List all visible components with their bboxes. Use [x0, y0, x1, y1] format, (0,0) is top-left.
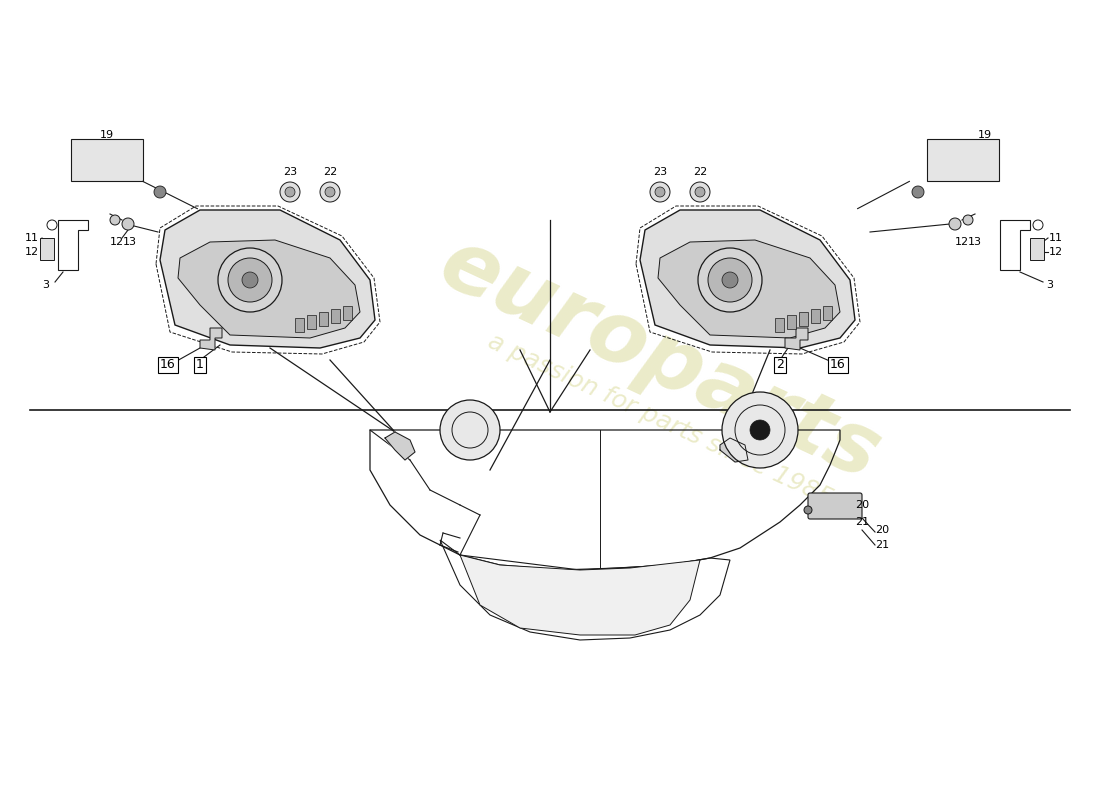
- Polygon shape: [385, 432, 415, 460]
- Text: 21: 21: [874, 540, 889, 550]
- Bar: [295, 318, 304, 332]
- FancyBboxPatch shape: [808, 493, 862, 519]
- Circle shape: [695, 187, 705, 197]
- Circle shape: [698, 248, 762, 312]
- Text: 3: 3: [43, 280, 50, 290]
- Text: 13: 13: [968, 237, 982, 247]
- Circle shape: [722, 392, 798, 468]
- Text: 12: 12: [955, 237, 969, 247]
- Circle shape: [154, 186, 166, 198]
- Text: 20: 20: [874, 525, 889, 535]
- Bar: [343, 306, 352, 320]
- Circle shape: [962, 215, 974, 225]
- Text: 21: 21: [855, 517, 869, 527]
- Circle shape: [708, 258, 752, 302]
- Polygon shape: [178, 240, 360, 338]
- Text: 20: 20: [855, 500, 869, 510]
- Bar: [319, 312, 328, 326]
- Text: 22: 22: [693, 167, 707, 177]
- Polygon shape: [640, 210, 855, 348]
- Bar: [40, 238, 54, 260]
- Circle shape: [650, 182, 670, 202]
- FancyBboxPatch shape: [72, 139, 143, 181]
- Text: 16: 16: [161, 358, 176, 371]
- Polygon shape: [720, 438, 748, 462]
- Polygon shape: [460, 555, 700, 635]
- Text: 2: 2: [777, 358, 784, 371]
- Text: 19: 19: [978, 130, 992, 140]
- Text: 12: 12: [25, 247, 40, 257]
- Circle shape: [912, 186, 924, 198]
- Polygon shape: [785, 328, 808, 350]
- Circle shape: [949, 218, 961, 230]
- Bar: [799, 312, 808, 326]
- Circle shape: [228, 258, 272, 302]
- Polygon shape: [200, 328, 222, 350]
- Circle shape: [1033, 220, 1043, 230]
- Text: 22: 22: [323, 167, 337, 177]
- Circle shape: [47, 220, 57, 230]
- Circle shape: [110, 215, 120, 225]
- Circle shape: [804, 506, 812, 514]
- Circle shape: [280, 182, 300, 202]
- Circle shape: [218, 248, 282, 312]
- Circle shape: [242, 272, 258, 288]
- Text: 12: 12: [1049, 247, 1063, 257]
- Text: 23: 23: [283, 167, 297, 177]
- Text: 11: 11: [1049, 233, 1063, 243]
- Circle shape: [440, 400, 500, 460]
- Text: 12: 12: [110, 237, 124, 247]
- Circle shape: [750, 420, 770, 440]
- Text: 1: 1: [196, 358, 204, 371]
- Polygon shape: [658, 240, 840, 338]
- FancyBboxPatch shape: [927, 139, 999, 181]
- Circle shape: [122, 218, 134, 230]
- Text: 11: 11: [25, 233, 39, 243]
- Text: a passion for parts since 1985: a passion for parts since 1985: [484, 330, 836, 510]
- Bar: [307, 315, 316, 329]
- Bar: [823, 306, 832, 320]
- Circle shape: [324, 187, 336, 197]
- Bar: [1030, 238, 1044, 260]
- Circle shape: [654, 187, 666, 197]
- Text: 23: 23: [653, 167, 667, 177]
- Text: 16: 16: [830, 358, 846, 371]
- Bar: [331, 309, 340, 323]
- Text: 13: 13: [123, 237, 138, 247]
- Bar: [776, 318, 784, 332]
- Bar: [786, 315, 796, 329]
- Polygon shape: [160, 210, 375, 348]
- Text: 19: 19: [100, 130, 114, 140]
- Circle shape: [320, 182, 340, 202]
- Text: europarts: europarts: [427, 222, 893, 498]
- Circle shape: [690, 182, 710, 202]
- Circle shape: [285, 187, 295, 197]
- Circle shape: [722, 272, 738, 288]
- Bar: [811, 309, 819, 323]
- Text: 3: 3: [1046, 280, 1054, 290]
